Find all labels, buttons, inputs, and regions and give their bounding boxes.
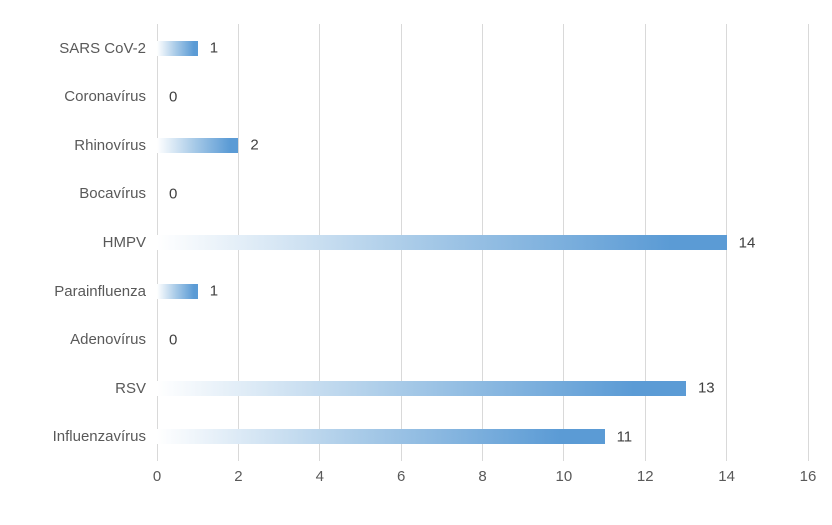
x-tick-label: 6 — [396, 468, 406, 485]
category-label: Parainfluenza — [54, 282, 146, 300]
x-tick-label: 4 — [315, 468, 324, 485]
value-label: 0 — [169, 185, 178, 203]
bar — [157, 429, 605, 445]
gridline — [726, 24, 728, 461]
bar — [157, 40, 198, 56]
x-tick-label: 12 — [636, 468, 654, 485]
bar — [157, 137, 239, 153]
category-label: SARS CoV-2 — [59, 39, 146, 57]
value-label: 11 — [616, 428, 633, 446]
gridline — [807, 24, 809, 461]
category-label: RSV — [115, 379, 146, 397]
x-tick-label: 2 — [234, 468, 243, 485]
category-label: HMPV — [102, 233, 146, 251]
value-label: 13 — [697, 379, 715, 397]
category-label: Adenovírus — [70, 331, 146, 349]
x-tick-label: 16 — [799, 468, 817, 485]
value-label: 2 — [250, 136, 259, 154]
x-tick-label: 0 — [152, 468, 162, 485]
value-label: 14 — [738, 234, 756, 251]
x-tick-label: 8 — [478, 468, 487, 485]
category-label: Influenzavírus — [52, 428, 146, 446]
value-label: 0 — [169, 331, 178, 349]
x-tick-label: 14 — [718, 468, 735, 485]
bar — [157, 235, 727, 250]
value-label: 1 — [209, 39, 219, 57]
bar — [157, 283, 198, 299]
x-tick-label: 10 — [555, 468, 573, 485]
value-label: 1 — [209, 282, 219, 300]
bar — [157, 380, 686, 396]
category-label: Bocavírus — [79, 185, 146, 203]
value-label: 0 — [169, 88, 178, 106]
category-label: Coronavírus — [64, 88, 146, 106]
category-label: Rhinovírus — [74, 136, 146, 154]
